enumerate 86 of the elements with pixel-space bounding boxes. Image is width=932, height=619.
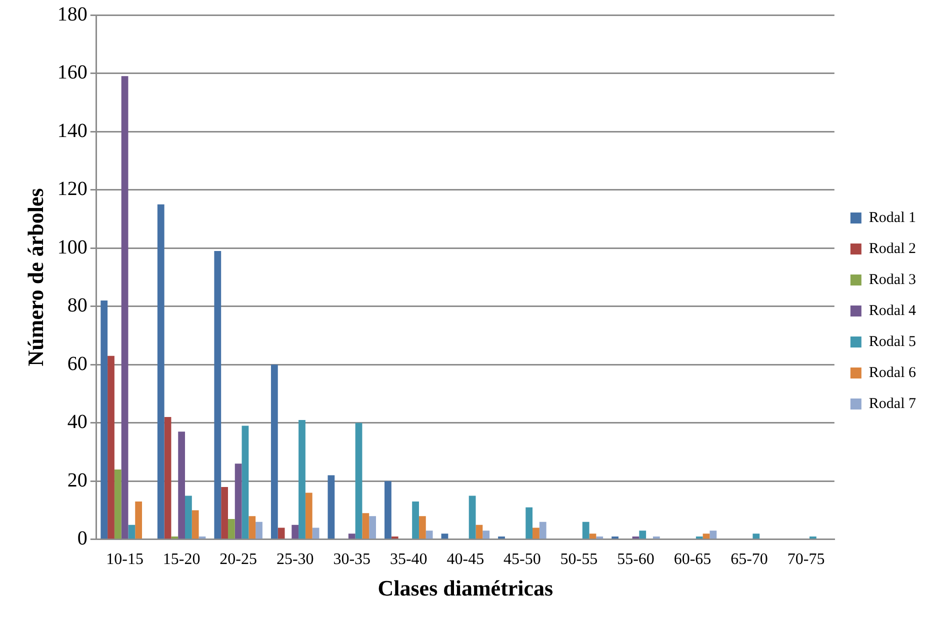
x-tick-label: 25-30 [276,551,314,568]
bar [256,522,262,539]
bar [482,530,490,539]
bar [242,426,249,539]
bar [384,481,392,539]
bar [710,530,717,539]
bar [426,530,433,539]
bar [652,536,660,539]
bar [355,422,362,539]
bar [532,528,540,539]
bar [328,475,335,539]
bar [476,524,483,539]
bar [582,522,590,539]
bar [752,534,760,539]
bar [100,300,108,539]
y-tick-label: 20 [67,469,88,492]
y-tick-label: 60 [67,352,88,375]
bar [185,496,192,539]
y-axis-title: Número de árboles [22,188,48,366]
bar [498,536,505,539]
bar [278,528,285,539]
bar [441,534,448,539]
y-tick-label: 40 [67,411,88,434]
bar [391,536,398,539]
x-tick-label: 15-20 [162,551,200,568]
x-tick-label: 65-70 [730,551,768,568]
x-tick-label: 45-50 [504,551,541,568]
bar [526,507,533,539]
legend-label: Rodal 2 [868,240,916,257]
legend-label: Rodal 7 [868,396,916,412]
legend-label: Rodal 1 [868,210,916,226]
bar [114,469,122,539]
bar [539,522,546,539]
bar [270,364,278,539]
bar [214,250,222,539]
bar [312,528,320,539]
y-tick-label: 140 [57,120,88,142]
bar [612,536,618,539]
bar [639,530,646,539]
y-tick-label: 160 [57,62,88,84]
bar [248,516,256,539]
bar [412,502,419,539]
bar [468,496,476,539]
bar [298,420,306,539]
bar [164,417,172,539]
bar [192,510,199,539]
x-tick-label: 20-25 [220,551,257,568]
legend-label: Rodal 6 [868,364,916,381]
bar [121,76,128,539]
legend-label: Rodal 3 [868,272,916,288]
bar [348,534,356,539]
x-tick-label: 30-35 [333,551,371,568]
x-tick-label: 35-40 [390,551,428,568]
bar [234,464,242,539]
bar [157,204,164,539]
bar [292,524,299,539]
x-tick-label: 40-45 [446,551,484,568]
x-axis-title: Clases diamétricas [378,575,554,600]
bar [228,519,235,539]
bar [221,486,228,539]
bar [128,524,136,539]
bar [596,536,604,539]
legend-label: Rodal 4 [868,302,916,319]
y-tick-label: 120 [57,178,88,200]
bar [696,536,703,539]
x-tick-label: 70-75 [787,551,825,568]
legend-label: Rodal 5 [868,334,916,350]
x-tick-label: 50-55 [560,551,598,568]
bar [369,516,376,539]
x-tick-label: 55-60 [617,551,654,568]
x-tick-label: 10-15 [106,551,144,568]
bar [589,534,596,539]
bar [702,534,710,539]
bar [305,492,312,539]
y-tick-label: 0 [77,528,88,550]
bar [171,536,178,539]
y-tick-label: 180 [57,3,88,26]
y-tick-label: 100 [57,236,88,258]
bar [809,536,816,539]
bar [362,513,370,539]
bar [135,502,142,539]
bar [418,516,426,539]
bar [108,356,114,539]
x-tick-label: 60-65 [674,551,712,568]
y-tick-label: 80 [67,294,88,317]
bar [178,432,186,539]
